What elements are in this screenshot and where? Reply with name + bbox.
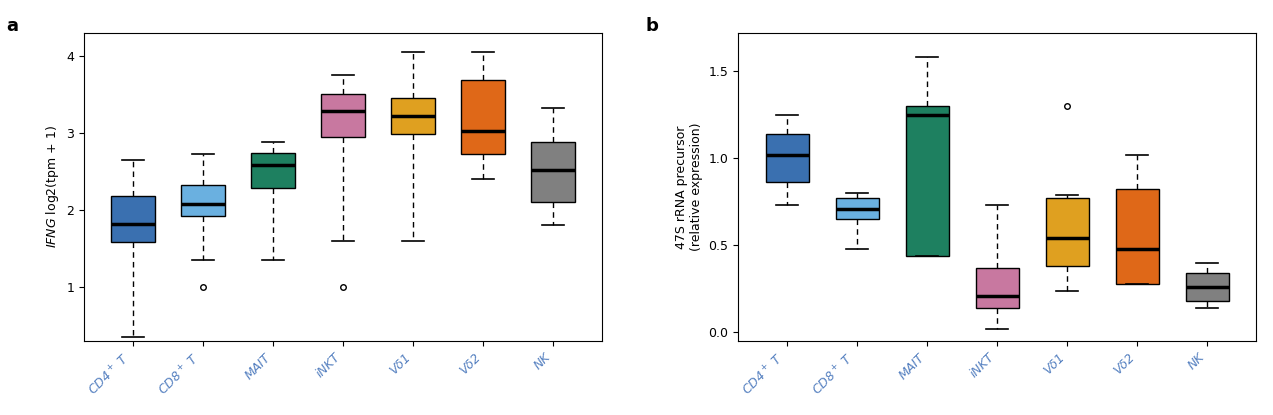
PathPatch shape (321, 94, 364, 137)
Y-axis label: $\it{IFNG}$ log2(tpm + 1): $\it{IFNG}$ log2(tpm + 1) (43, 125, 61, 248)
PathPatch shape (1185, 273, 1228, 301)
PathPatch shape (111, 196, 154, 242)
PathPatch shape (181, 186, 224, 216)
PathPatch shape (905, 106, 948, 256)
Y-axis label: 47S rRNA precursor
(relative expression): 47S rRNA precursor (relative expression) (675, 122, 703, 251)
PathPatch shape (765, 134, 808, 183)
PathPatch shape (1045, 198, 1088, 266)
PathPatch shape (1115, 190, 1158, 283)
Text: a: a (6, 17, 18, 35)
PathPatch shape (391, 98, 434, 134)
PathPatch shape (531, 142, 574, 202)
PathPatch shape (835, 198, 878, 219)
PathPatch shape (251, 153, 294, 188)
PathPatch shape (461, 81, 504, 154)
Text: b: b (645, 17, 658, 35)
PathPatch shape (975, 268, 1018, 308)
